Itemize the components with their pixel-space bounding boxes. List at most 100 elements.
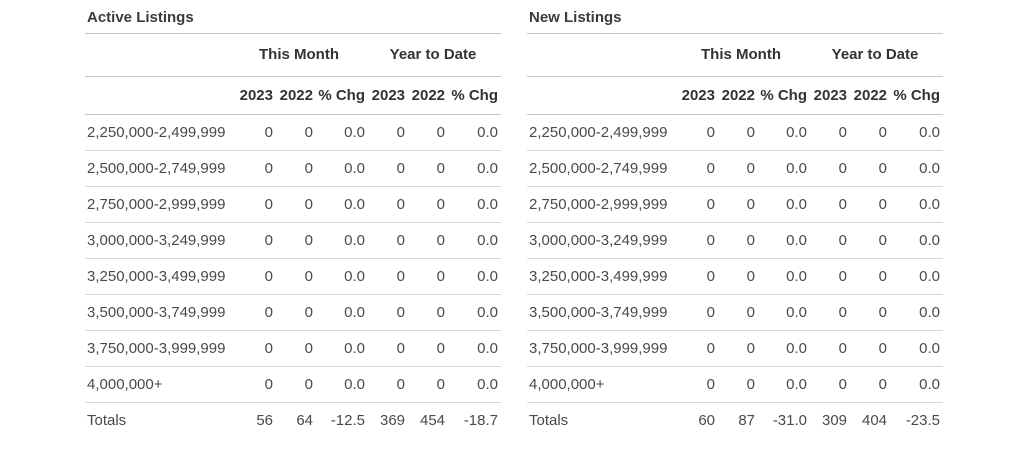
value-cell: 0.0 [445, 294, 502, 331]
value-cell: 0 [233, 294, 273, 331]
value-cell: 0 [715, 258, 755, 295]
column-header-row: 2023 2022 % Chg 2023 2022 % Chg [85, 76, 502, 115]
value-cell: 56 [256, 411, 273, 429]
value-cell: 0 [675, 330, 715, 367]
value-cell: 0 [273, 186, 313, 223]
price-range-label: 4,000,000+ [527, 366, 675, 403]
value-cell: 0.0 [755, 366, 808, 403]
value-cell: 369 [379, 411, 406, 429]
totals-label: Totals [87, 411, 127, 429]
tables-row: Active Listings This Month Year to Date … [85, 4, 944, 438]
value-cell: 0 [807, 258, 848, 295]
value-cell: 0 [847, 150, 888, 187]
value-cell: 0 [365, 258, 406, 295]
price-range-label: 3,500,000-3,749,999 [85, 294, 233, 331]
value-cell: 0 [405, 258, 446, 295]
value-cell: 0 [675, 294, 715, 331]
value-cell: 454 [419, 411, 446, 429]
table-row: 3,250,000-3,499,999 0 0 0.0 0 0 0.0 [527, 258, 944, 295]
table-row: 2,750,000-2,999,999 0 0 0.0 0 0 0.0 [85, 186, 502, 223]
table-title: New Listings [527, 4, 943, 34]
value-cell: 0 [233, 150, 273, 187]
value-cell: 0 [273, 114, 313, 151]
value-cell: 0 [675, 150, 715, 187]
new-listings-section: New Listings This Month Year to Date 202… [527, 4, 944, 438]
value-cell: 0 [405, 150, 446, 187]
value-cell: 0 [847, 294, 888, 331]
price-range-label: 2,500,000-2,749,999 [85, 150, 233, 187]
year-column-header: 2023 [365, 76, 406, 115]
year-column-header: 2022 [405, 76, 446, 115]
table-row: 3,000,000-3,249,999 0 0 0.0 0 0 0.0 [527, 222, 944, 259]
value-cell: 0 [273, 222, 313, 259]
value-cell: 0.0 [887, 330, 944, 367]
listings-table: This Month Year to Date 2023 2022 % Chg … [527, 34, 944, 438]
price-range-label: 2,500,000-2,749,999 [527, 150, 675, 187]
group-header-year-to-date: Year to Date [807, 34, 944, 77]
table-title: Active Listings [85, 4, 501, 34]
year-column-header: 2023 [807, 76, 848, 115]
value-cell: 0 [807, 366, 848, 403]
empty-header-cell [85, 76, 233, 115]
value-cell: 0 [273, 258, 313, 295]
value-cell: 64 [296, 411, 313, 429]
value-cell: 0.0 [887, 258, 944, 295]
group-header-this-month: This Month [675, 34, 808, 77]
value-cell: 0.0 [755, 330, 808, 367]
value-cell: 0 [365, 114, 406, 151]
value-cell: 87 [738, 411, 755, 429]
listings-table: This Month Year to Date 2023 2022 % Chg … [85, 34, 502, 438]
value-cell: 0.0 [887, 114, 944, 151]
value-cell: 0 [273, 150, 313, 187]
value-cell: 0 [847, 114, 888, 151]
value-cell: 0 [233, 258, 273, 295]
group-header-row: This Month Year to Date [85, 34, 502, 77]
price-range-label: 3,500,000-3,749,999 [527, 294, 675, 331]
value-cell: 0 [807, 114, 848, 151]
value-cell: 0 [405, 186, 446, 223]
value-cell: 0 [233, 114, 273, 151]
value-cell: 0 [233, 222, 273, 259]
value-cell: 0.0 [313, 186, 366, 223]
column-header-row: 2023 2022 % Chg 2023 2022 % Chg [527, 76, 944, 115]
year-column-header: 2023 [675, 76, 715, 115]
value-cell: 0 [273, 330, 313, 367]
value-cell: 0 [405, 294, 446, 331]
value-cell: 0.0 [445, 114, 502, 151]
totals-label: Totals [529, 411, 569, 429]
value-cell: 0.0 [445, 150, 502, 187]
value-cell: 0 [273, 366, 313, 403]
value-cell: 0 [807, 330, 848, 367]
table-row: 3,500,000-3,749,999 0 0 0.0 0 0 0.0 [85, 294, 502, 331]
price-range-label: 2,750,000-2,999,999 [527, 186, 675, 223]
pct-chg-column-header: % Chg [887, 76, 944, 115]
value-cell: 0 [233, 366, 273, 403]
year-column-header: 2023 [233, 76, 273, 115]
price-range-label: 3,000,000-3,249,999 [85, 222, 233, 259]
value-cell: 0 [233, 330, 273, 367]
table-body: 2,250,000-2,499,999 0 0 0.0 0 0 0.0 2,50… [85, 114, 502, 438]
active-listings-section: Active Listings This Month Year to Date … [85, 4, 502, 438]
value-cell: 0 [715, 222, 755, 259]
value-cell: 0.0 [887, 222, 944, 259]
table-row: 2,250,000-2,499,999 0 0 0.0 0 0 0.0 [85, 114, 502, 151]
value-cell: 0 [807, 294, 848, 331]
price-range-label: 4,000,000+ [85, 366, 233, 403]
table-body: 2,250,000-2,499,999 0 0 0.0 0 0 0.0 2,50… [527, 114, 944, 438]
group-header-row: This Month Year to Date [527, 34, 944, 77]
value-cell: -12.5 [330, 411, 366, 429]
value-cell: 0 [675, 222, 715, 259]
price-range-label: 2,250,000-2,499,999 [527, 114, 675, 151]
value-cell: 0 [365, 186, 406, 223]
value-cell: 0 [675, 114, 715, 151]
value-cell: 0 [715, 366, 755, 403]
table-row: 2,500,000-2,749,999 0 0 0.0 0 0 0.0 [85, 150, 502, 187]
table-row: 3,750,000-3,999,999 0 0 0.0 0 0 0.0 [527, 330, 944, 367]
value-cell: 0.0 [313, 150, 366, 187]
value-cell: 0 [715, 150, 755, 187]
table-row: 2,500,000-2,749,999 0 0 0.0 0 0 0.0 [527, 150, 944, 187]
report-page: Active Listings This Month Year to Date … [85, 4, 944, 438]
value-cell: 0 [365, 150, 406, 187]
value-cell: 0 [675, 186, 715, 223]
price-range-label: 3,750,000-3,999,999 [527, 330, 675, 367]
